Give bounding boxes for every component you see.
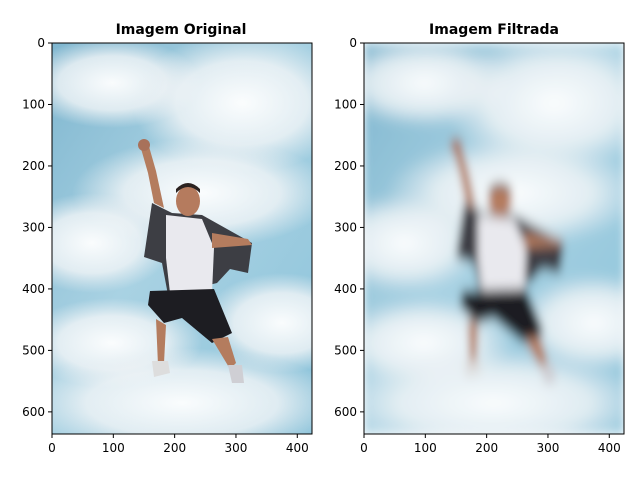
x-tick-label: 0 — [360, 441, 368, 455]
y-tick-label: 100 — [22, 97, 45, 111]
y-tick-label: 500 — [334, 343, 357, 357]
axis-ticks-original: 0 100 200 300 400 0 100 200 300 400 500 600 — [22, 36, 309, 455]
chart-title: Imagem Original — [116, 22, 247, 38]
x-tick-label: 100 — [102, 441, 125, 455]
y-tick-label: 400 — [334, 282, 357, 296]
image-original — [52, 43, 312, 434]
x-tick-label: 100 — [414, 441, 437, 455]
x-tick-label: 200 — [163, 441, 186, 455]
y-tick-label: 600 — [334, 405, 357, 419]
y-tick-label: 600 — [22, 405, 45, 419]
y-tick-label: 100 — [334, 97, 357, 111]
y-tick-label: 200 — [334, 159, 357, 173]
image-filtered — [364, 43, 624, 434]
y-tick-label: 0 — [37, 36, 45, 50]
x-tick-label: 300 — [225, 441, 248, 455]
axes-filtered: Imagem Filtrada 0 100 200 300 400 0 100 200 300 4… — [334, 22, 625, 455]
x-tick-label: 200 — [475, 441, 498, 455]
y-tick-label: 0 — [349, 36, 357, 50]
y-tick-label: 500 — [22, 343, 45, 357]
x-tick-label: 400 — [598, 441, 621, 455]
axes-original: Imagem Original 0 100 200 300 400 0 100 200 300 4… — [22, 22, 313, 455]
y-tick-label: 300 — [22, 220, 45, 234]
chart-title: Imagem Filtrada — [429, 22, 559, 38]
y-tick-label: 200 — [22, 159, 45, 173]
y-tick-label: 300 — [334, 220, 357, 234]
axis-ticks-filtered: 0 100 200 300 400 0 100 200 300 400 500 600 — [334, 36, 621, 455]
x-tick-label: 0 — [48, 441, 56, 455]
y-tick-label: 400 — [22, 282, 45, 296]
x-tick-label: 300 — [537, 441, 560, 455]
x-tick-label: 400 — [286, 441, 309, 455]
